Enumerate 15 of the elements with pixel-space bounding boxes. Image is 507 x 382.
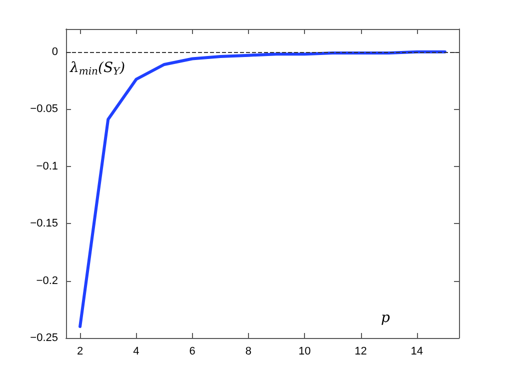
x-tick-label: 2 bbox=[76, 346, 84, 358]
y-tick-label: 0 bbox=[52, 46, 58, 58]
y-tick-label: −0.2 bbox=[36, 274, 58, 287]
x-tick-label: 4 bbox=[133, 346, 140, 358]
x-tick-label: 14 bbox=[410, 346, 424, 358]
x-tick-label: 8 bbox=[245, 346, 252, 358]
y-tick-label: −0.25 bbox=[30, 332, 58, 344]
x-tick-label: 10 bbox=[298, 346, 311, 358]
x-tick-label: 12 bbox=[354, 346, 367, 358]
line-series bbox=[78, 50, 446, 328]
x-axis-title: p bbox=[381, 310, 390, 326]
x-tick-label: 6 bbox=[189, 346, 196, 358]
y-tick-label: −0.1 bbox=[36, 160, 58, 172]
y-tick-label: −0.15 bbox=[30, 218, 58, 230]
y-tick-label: −0.05 bbox=[30, 103, 58, 116]
